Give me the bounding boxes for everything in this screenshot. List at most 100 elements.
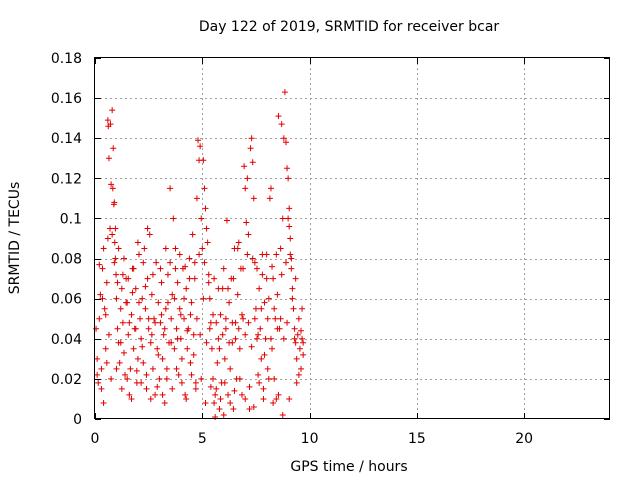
data-point <box>205 279 212 286</box>
data-point <box>277 245 284 252</box>
data-point <box>130 345 137 352</box>
data-point <box>299 335 306 342</box>
data-point <box>115 245 122 252</box>
data-point <box>260 395 267 402</box>
data-point <box>270 399 277 406</box>
data-point <box>277 315 284 322</box>
data-point <box>162 245 169 252</box>
data-point <box>289 295 296 302</box>
data-point <box>109 185 116 192</box>
data-point <box>173 325 180 332</box>
data-point <box>255 371 262 378</box>
data-point <box>251 259 258 266</box>
y-tick-label: 0.16 <box>51 91 82 107</box>
y-tick-label: 0.18 <box>51 51 82 67</box>
data-point <box>240 265 247 272</box>
data-point <box>221 379 228 386</box>
data-point <box>122 371 129 378</box>
data-point <box>220 411 227 418</box>
data-point <box>258 355 265 362</box>
data-point <box>225 285 232 292</box>
data-point <box>210 311 217 318</box>
grid-lines <box>95 58 610 419</box>
data-point <box>254 265 261 272</box>
data-point <box>274 325 281 332</box>
data-point <box>298 365 304 372</box>
data-point <box>151 315 158 322</box>
data-point <box>245 319 252 326</box>
data-point <box>105 331 112 338</box>
data-point <box>280 335 287 342</box>
data-point <box>126 391 133 398</box>
data-point <box>100 399 107 406</box>
data-point <box>163 375 170 382</box>
data-point <box>206 295 213 302</box>
data-point <box>114 279 121 286</box>
data-point <box>174 335 181 342</box>
data-point <box>199 245 206 252</box>
x-tick-label: 5 <box>198 431 207 447</box>
data-point <box>152 391 159 398</box>
data-point <box>158 311 165 318</box>
data-point <box>125 331 132 338</box>
data-point <box>120 349 127 356</box>
data-point <box>236 345 243 352</box>
data-point <box>249 159 256 166</box>
data-point <box>190 331 197 338</box>
data-point <box>273 251 280 258</box>
data-point <box>264 365 271 372</box>
y-tick-label: 0.12 <box>51 171 82 187</box>
data-point <box>271 305 278 312</box>
data-point <box>226 339 233 346</box>
data-point <box>265 375 272 382</box>
data-point <box>137 315 144 322</box>
data-point <box>157 319 164 326</box>
data-point <box>124 375 131 382</box>
data-point <box>289 285 296 292</box>
data-point <box>296 345 303 352</box>
data-point <box>191 275 198 282</box>
data-point <box>149 271 156 278</box>
data-point <box>246 405 253 412</box>
data-point <box>264 315 271 322</box>
data-point <box>152 319 159 326</box>
data-point <box>174 279 181 286</box>
data-point <box>167 259 174 266</box>
x-tick-labels: 0 5 10 15 20 <box>91 431 534 447</box>
data-point <box>273 395 280 402</box>
data-point <box>227 399 234 406</box>
data-point <box>207 383 214 390</box>
data-point <box>212 391 219 398</box>
data-point <box>111 259 118 266</box>
data-point <box>133 367 140 374</box>
data-point <box>191 259 198 266</box>
data-points <box>93 89 307 420</box>
data-point <box>117 339 124 346</box>
data-point <box>169 291 176 298</box>
data-point <box>300 351 307 358</box>
data-point <box>293 379 300 386</box>
data-point <box>242 395 249 402</box>
data-point <box>119 319 126 326</box>
data-point <box>164 299 171 306</box>
data-point <box>178 379 185 386</box>
data-point <box>299 305 306 312</box>
data-point <box>143 371 150 378</box>
data-point <box>184 345 191 352</box>
data-point <box>147 339 154 346</box>
data-point <box>234 245 241 252</box>
data-point <box>130 265 137 272</box>
data-point <box>236 375 243 382</box>
data-point <box>201 259 208 266</box>
data-point <box>99 295 106 302</box>
data-point <box>261 351 268 358</box>
data-point <box>145 325 152 332</box>
data-point <box>94 355 101 362</box>
data-point <box>240 315 247 322</box>
data-point <box>188 371 195 378</box>
data-point <box>107 225 114 232</box>
data-point <box>193 195 200 202</box>
data-point <box>204 239 211 246</box>
data-point <box>256 379 263 386</box>
